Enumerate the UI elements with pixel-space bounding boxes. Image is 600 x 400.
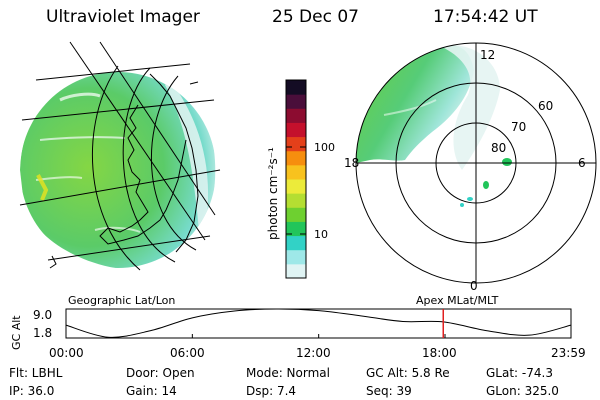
mlt-label-0: 0 xyxy=(470,279,478,293)
graticule-lines xyxy=(19,41,221,271)
colorbar-segment xyxy=(286,94,306,109)
lat-label-80: 80 xyxy=(491,141,506,155)
mlt-label-6: 6 xyxy=(578,156,586,170)
altitude-curve xyxy=(65,308,572,338)
auroral-emission-right xyxy=(356,45,474,163)
colorbar-segment xyxy=(286,136,306,152)
mlt-label-12: 12 xyxy=(480,48,495,62)
polar-image: 12 18 6 0 60 70 80 xyxy=(344,42,597,293)
coastline xyxy=(99,73,199,253)
colorbar-segment xyxy=(286,179,306,194)
colorbar xyxy=(286,80,306,279)
auroral-emission-left xyxy=(20,72,216,268)
colorbar-ticks xyxy=(286,146,306,235)
right-panel-caption: Apex MLat/MLT xyxy=(416,294,499,307)
altitude-timeline xyxy=(65,308,572,339)
colorbar-segment xyxy=(286,150,306,166)
time-label: 17:54:42 UT xyxy=(433,7,538,27)
status-dsp: Dsp: 7.4 xyxy=(246,384,297,398)
colorbar-tick-100: 100 xyxy=(314,141,335,154)
colorbar-segment xyxy=(286,193,306,208)
colorbar-segment xyxy=(286,108,306,123)
instrument-title: Ultraviolet Imager xyxy=(46,7,200,27)
timeline-x-2359: 23:59 xyxy=(551,346,586,360)
geographic-image xyxy=(19,41,221,271)
polar-grid xyxy=(355,42,597,284)
mlt-label-18: 18 xyxy=(344,156,359,170)
lat-label-70: 70 xyxy=(511,120,526,134)
status-mode: Mode: Normal xyxy=(246,366,330,380)
colorbar-segment xyxy=(286,263,306,279)
timeline-x-18: 18:00 xyxy=(422,346,457,360)
status-seq: Seq: 39 xyxy=(366,384,412,398)
status-flt: Flt: LBHL xyxy=(9,366,63,380)
status-ip: IP: 36.0 xyxy=(9,384,55,398)
status-glon: GLon: 325.0 xyxy=(486,384,559,398)
timeline-x-12: 12:00 xyxy=(296,346,331,360)
colorbar-segment xyxy=(286,207,306,222)
status-gcalt: GC Alt: 5.8 Re xyxy=(366,366,450,380)
colorbar-segment xyxy=(286,249,306,265)
status-gain: Gain: 14 xyxy=(126,384,177,398)
status-glat: GLat: -74.3 xyxy=(486,366,553,380)
timeline-ymax: 9.0 xyxy=(33,308,52,322)
status-door: Door: Open xyxy=(126,366,195,380)
colorbar-segment xyxy=(286,80,306,95)
colorbar-segment xyxy=(286,122,306,138)
timeline-x-06: 06:00 xyxy=(170,346,205,360)
timeline-ylabel: GC Alt xyxy=(10,315,23,350)
colorbar-segment xyxy=(286,221,306,237)
colorbar-segment xyxy=(286,164,306,180)
colorbar-segment xyxy=(286,235,306,251)
colorbar-label: photon cm⁻²s⁻¹ xyxy=(266,147,280,240)
left-panel-caption: Geographic Lat/Lon xyxy=(68,294,175,307)
lat-label-60: 60 xyxy=(538,99,553,113)
timeline-ymin: 1.8 xyxy=(33,326,52,340)
date-label: 25 Dec 07 xyxy=(272,7,359,27)
timeline-x-00: 00:00 xyxy=(49,346,84,360)
colorbar-tick-10: 10 xyxy=(314,228,328,241)
